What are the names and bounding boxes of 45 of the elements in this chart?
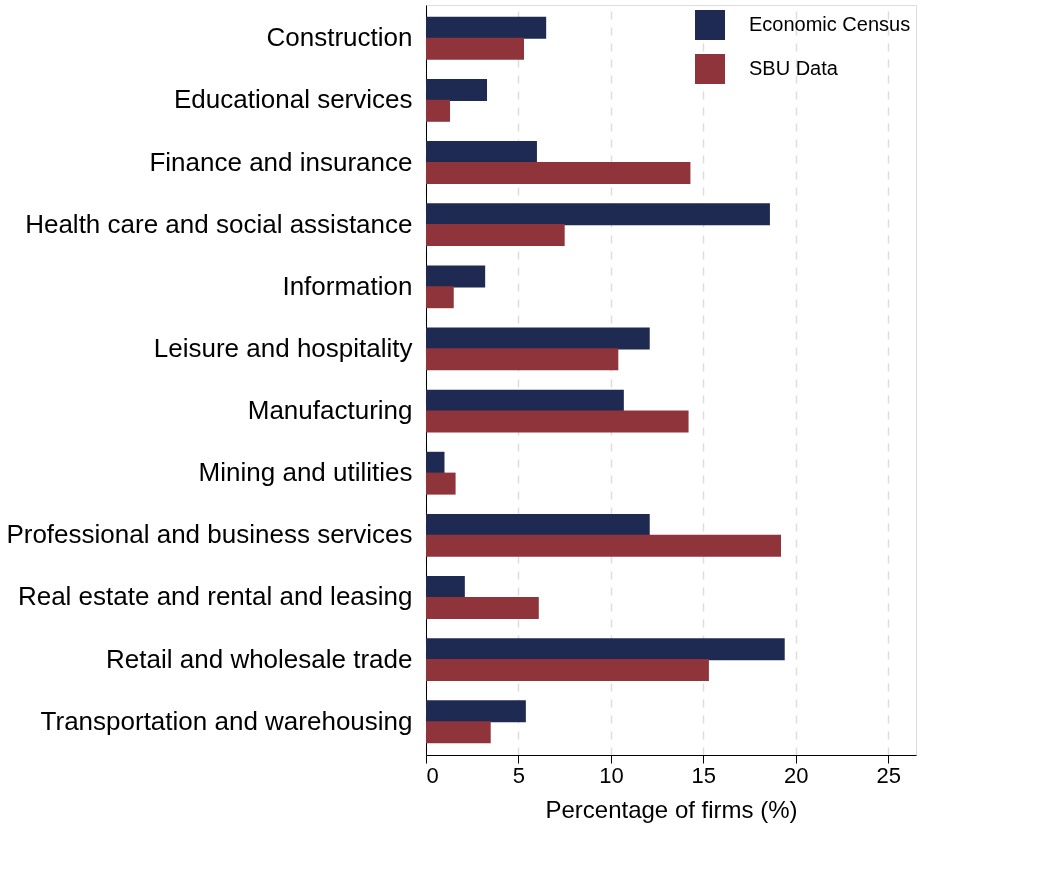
y-tick-label: Construction <box>266 22 413 53</box>
y-tick-label: Manufacturing <box>247 395 413 426</box>
x-tick-label: 10 <box>599 762 624 788</box>
bar <box>426 348 619 371</box>
y-tick-label: Health care and social assistance <box>25 208 413 239</box>
bar <box>426 472 456 495</box>
y-tick-label: Leisure and hospitality <box>153 332 413 363</box>
bar <box>426 638 785 661</box>
bar <box>426 389 624 412</box>
y-tick-label: Educational services <box>174 84 413 115</box>
bar <box>426 78 488 101</box>
bar <box>426 513 650 536</box>
bar <box>426 16 547 39</box>
bar <box>426 286 454 309</box>
x-tick-label: 25 <box>876 762 902 788</box>
y-tick-label: Retail and wholesale trade <box>106 643 413 674</box>
bar <box>426 99 451 122</box>
bar <box>426 161 691 184</box>
bar <box>426 410 689 433</box>
x-tick-label: 20 <box>784 762 809 788</box>
x-tick-label: 5 <box>512 762 526 788</box>
bar <box>426 224 565 247</box>
bar <box>426 265 486 288</box>
bar <box>426 327 650 350</box>
bar <box>426 451 445 474</box>
bar <box>426 700 526 723</box>
y-tick-label: Finance and insurance <box>149 146 413 177</box>
bar <box>426 534 782 557</box>
bar <box>426 721 491 744</box>
y-tick-label: Information <box>282 270 413 301</box>
bar <box>426 141 537 164</box>
bar <box>426 37 524 60</box>
y-tick-label: Mining and utilities <box>198 457 413 488</box>
bar <box>426 659 709 682</box>
x-tick-label: 15 <box>691 762 717 788</box>
bar <box>426 596 539 619</box>
y-tick-label: Real estate and rental and leasing <box>17 581 413 612</box>
legend-label: Economic Census <box>749 13 911 35</box>
x-axis-title: Percentage of firms (%) <box>545 795 798 823</box>
bar <box>426 576 465 599</box>
y-tick-label: Transportation and warehousing <box>40 705 413 736</box>
bar <box>426 203 770 226</box>
y-tick-label: Professional and business services <box>6 519 413 550</box>
x-tick-label: 0 <box>426 762 439 788</box>
legend-label: SBU Data <box>749 57 839 79</box>
